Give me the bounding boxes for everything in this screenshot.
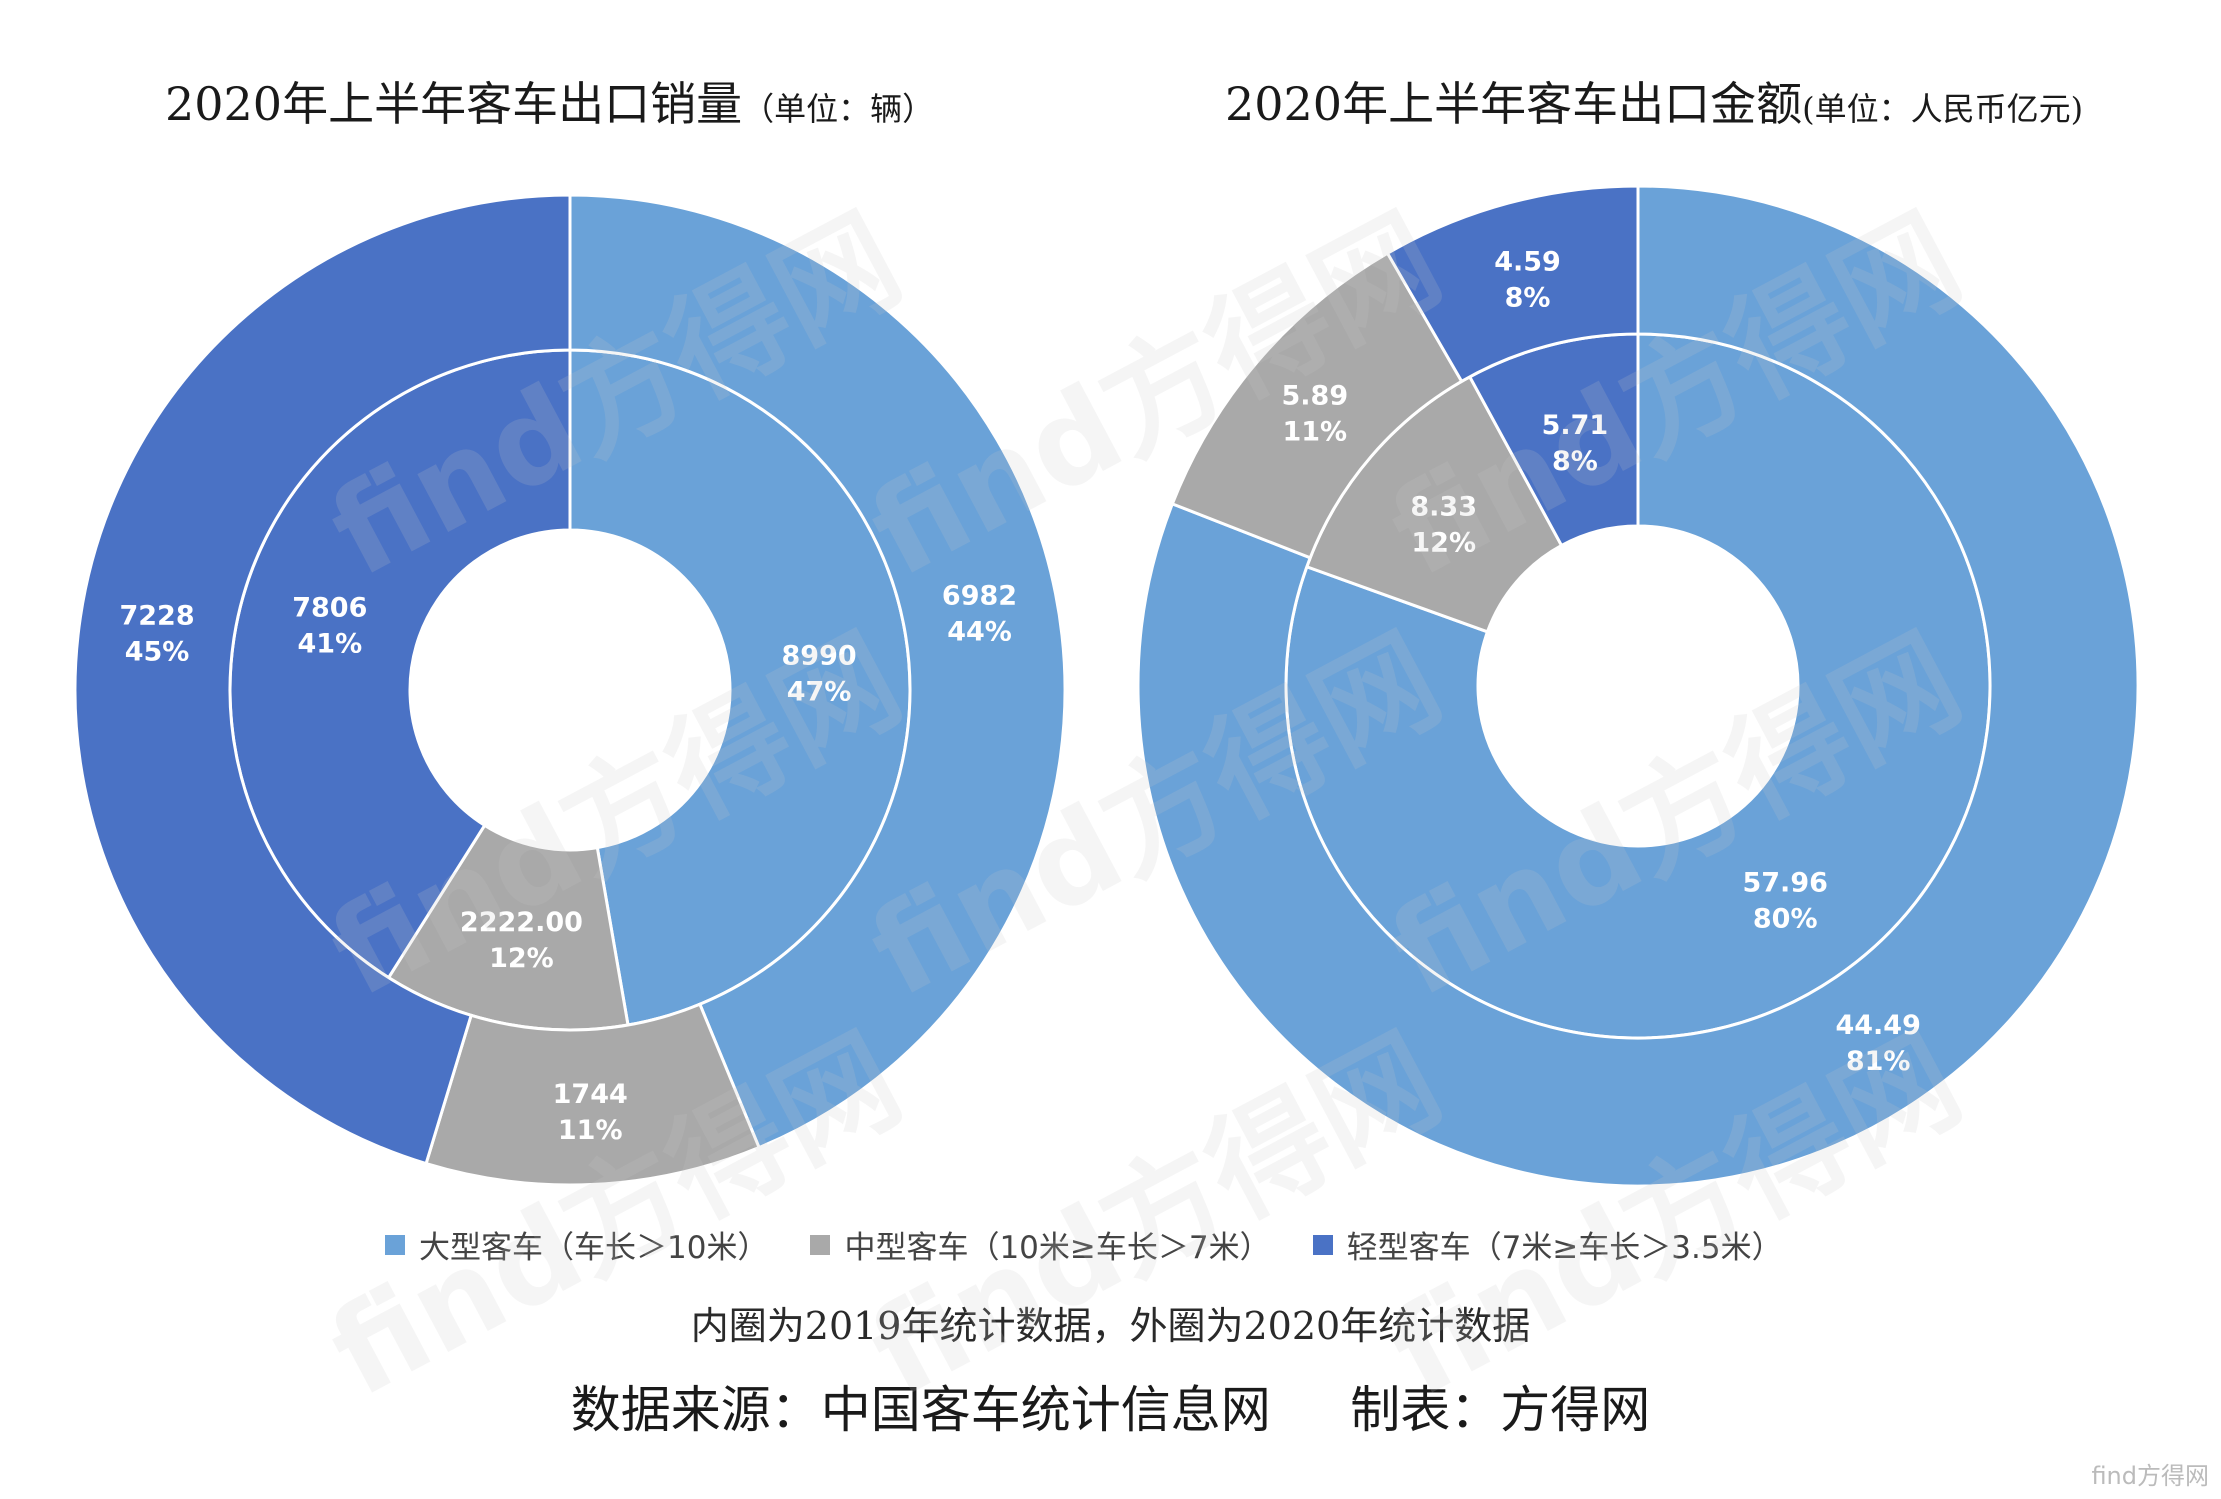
outer-slice-light — [73, 193, 572, 1166]
chart-legend: 大型客车（车长＞10米） 中型客车（10米≥车长＞7米） 轻型客车（7米≥车长＞… — [385, 1222, 1825, 1267]
outer-percent-label-light: 8% — [1505, 283, 1551, 314]
legend-item-large: 大型客车（车长＞10米） — [385, 1222, 768, 1267]
outer-slice-light — [1385, 184, 1640, 384]
inner-value-label-light: 5.71 — [1542, 410, 1609, 441]
chart-note: 内圈为2019年统计数据，外圈为2020年统计数据 — [690, 1304, 1531, 1348]
legend-item-light: 轻型客车（7米≥车长＞3.5米） — [1312, 1222, 1783, 1267]
outer-percent-label-light: 45% — [125, 637, 190, 668]
inner-value-label-medium: 2222.00 — [460, 907, 583, 938]
outer-value-label-medium: 1744 — [553, 1079, 628, 1110]
outer-percent-label-large: 81% — [1846, 1046, 1911, 1077]
inner-value-label-large: 57.96 — [1742, 867, 1827, 898]
legend-label-medium: 中型客车（10米≥车长＞7米） — [844, 1230, 1271, 1266]
inner-percent-label-large: 80% — [1753, 903, 1818, 934]
chart-title-value-main: 2020年上半年客车出口金额 — [1225, 77, 1803, 131]
inner-percent-label-medium: 12% — [1411, 527, 1476, 558]
legend-label-light: 轻型客车（7米≥车长＞3.5米） — [1346, 1230, 1783, 1266]
inner-value-label-light: 7806 — [292, 593, 367, 624]
legend-swatch-large — [385, 1234, 405, 1255]
inner-percent-label-light: 41% — [298, 629, 363, 660]
outer-value-label-large: 6982 — [942, 581, 1017, 612]
legend-label-large: 大型客车（车长＞10米） — [419, 1230, 769, 1266]
legend-swatch-medium — [810, 1234, 831, 1255]
inner-percent-label-medium: 12% — [489, 943, 554, 974]
legend-swatch-light — [1312, 1234, 1333, 1255]
chart-title-value: 2020年上半年客车出口金额(单位：人民币亿元) — [1225, 68, 2084, 131]
inner-percent-label-light: 8% — [1552, 446, 1598, 477]
outer-value-label-large: 44.49 — [1835, 1010, 1920, 1041]
outer-value-label-medium: 5.89 — [1281, 380, 1348, 411]
outer-slice-large — [1136, 184, 2140, 1188]
corner-watermark: find方得网 — [2091, 1462, 2209, 1490]
outer-slice-large — [568, 193, 1067, 1150]
chart-title-sales-main: 2020年上半年客车出口销量 — [165, 77, 743, 131]
outer-value-label-light: 4.59 — [1494, 247, 1561, 278]
outer-percent-label-large: 44% — [947, 617, 1012, 648]
chart-title-sales: 2020年上半年客车出口销量（单位：辆） — [165, 68, 935, 131]
outer-percent-label-medium: 11% — [558, 1115, 623, 1146]
outer-percent-label-medium: 11% — [1282, 416, 1347, 447]
outer-value-label-light: 7228 — [119, 601, 194, 632]
data-source: 数据来源：中国客车统计信息网 制表：方得网 — [570, 1381, 1651, 1439]
legend-item-medium: 中型客车（10米≥车长＞7米） — [810, 1222, 1271, 1267]
inner-percent-label-large: 47% — [787, 677, 852, 708]
inner-value-label-medium: 8.33 — [1410, 491, 1477, 522]
chart-title-sales-unit: （单位：辆） — [742, 90, 935, 128]
inner-value-label-large: 8990 — [782, 641, 857, 672]
chart-title-value-unit: (单位：人民币亿元) — [1802, 90, 2084, 128]
